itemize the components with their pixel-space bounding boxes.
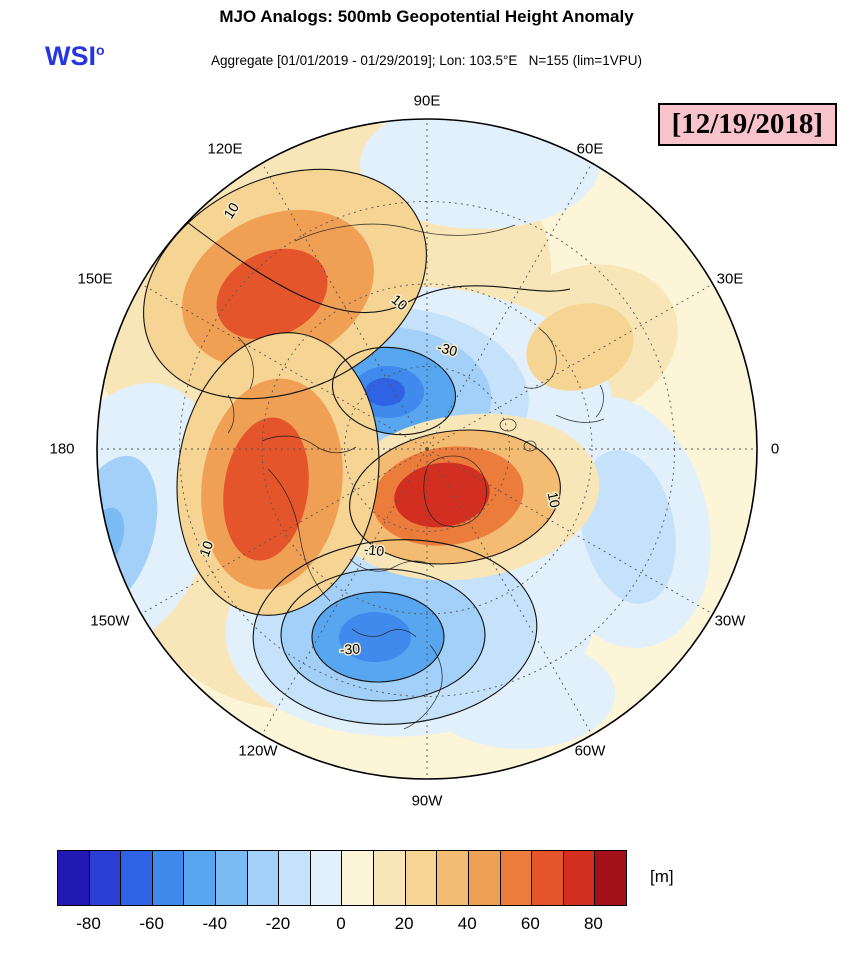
colorbar-cell	[595, 851, 626, 905]
colorbar-cell	[121, 851, 153, 905]
lon-label-120w: 120W	[238, 742, 278, 760]
page-title: MJO Analogs: 500mb Geopotential Height A…	[219, 7, 634, 26]
subtitle: Aggregate [01/01/2019 - 01/29/2019]; Lon…	[211, 53, 642, 68]
colorbar-tick: 80	[583, 914, 603, 933]
colorbar-cell	[247, 851, 280, 905]
map-area: [12/19/2018]	[0, 89, 853, 819]
colorbar-tick: 40	[457, 914, 477, 933]
map-boundary-circle	[96, 118, 758, 780]
contour-label: 10	[196, 538, 216, 558]
colorbar-cell	[405, 851, 438, 905]
lon-label-60w: 60W	[574, 742, 606, 760]
colorbar-cell	[563, 851, 596, 905]
lon-label-150e: 150E	[77, 270, 113, 288]
lon-label-150w: 150W	[90, 612, 130, 630]
lon-label-180: 180	[49, 440, 75, 458]
header-row: WSIo Aggregate [01/01/2019 - 01/29/2019]…	[0, 27, 853, 89]
colorbar-cell	[342, 851, 375, 905]
colorbar	[57, 850, 627, 906]
colorbar-tick: -80	[76, 914, 101, 933]
date-badge: [12/19/2018]	[657, 103, 837, 146]
contour-label: 10	[545, 491, 564, 510]
wsi-logo: WSIo	[45, 41, 105, 72]
colorbar-tick: 0	[336, 914, 346, 933]
colorbar-cell	[152, 851, 185, 905]
colorbar-tick: -60	[139, 914, 164, 933]
lon-label-30e: 30E	[716, 270, 744, 288]
lon-label-30w: 30W	[714, 612, 746, 630]
colorbar-cell	[279, 851, 311, 905]
lon-label-120e: 120E	[207, 140, 243, 158]
colorbar-cell	[468, 851, 501, 905]
anomaly-field: 10 10 -30 10 10 -10 -30	[97, 119, 757, 779]
units-label: [m]	[650, 867, 674, 886]
lon-label-0: 0	[770, 440, 780, 458]
colorbar-cell	[184, 851, 217, 905]
lon-label-90e: 90E	[413, 92, 441, 110]
colorbar-cell	[500, 851, 533, 905]
colorbar-cell	[310, 851, 343, 905]
colorbar-cell	[89, 851, 122, 905]
wsi-logo-degree: o	[96, 42, 105, 58]
colorbar-cell	[58, 851, 90, 905]
wsi-logo-text: WSI	[45, 41, 96, 71]
colorbar-section: -80 -60 -40 -20 0 20 40 60 80 [m]	[0, 850, 853, 962]
contour-label: -30	[339, 640, 361, 657]
lon-label-90w: 90W	[411, 792, 443, 810]
colorbar-cell	[437, 851, 469, 905]
colorbar-cell	[532, 851, 564, 905]
colorbar-ticks: -80 -60 -40 -20 0 20 40 60 80	[57, 914, 625, 940]
polar-map: 10 10 -30 10 10 -10 -30	[96, 118, 758, 780]
colorbar-tick: -20	[265, 914, 291, 933]
graticule	[97, 119, 757, 779]
coastlines	[227, 223, 605, 730]
colorbar-tick: 60	[520, 914, 540, 933]
colorbar-tick: -40	[202, 914, 228, 933]
colorbar-cell	[374, 851, 406, 905]
colorbar-tick: 20	[394, 914, 414, 933]
lon-label-60e: 60E	[576, 140, 604, 158]
contour-lines	[143, 168, 571, 725]
contour-label: -10	[363, 541, 385, 559]
contour-label: -30	[435, 339, 459, 360]
colorbar-cell	[216, 851, 248, 905]
